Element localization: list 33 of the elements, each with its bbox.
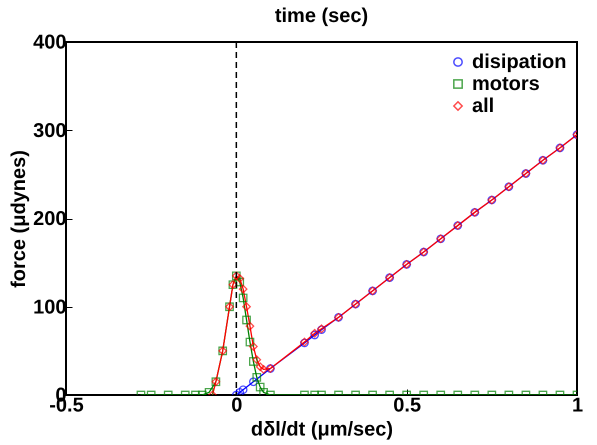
point xyxy=(252,372,262,382)
point xyxy=(238,385,248,394)
point xyxy=(249,342,258,351)
point xyxy=(246,338,254,346)
point xyxy=(256,362,265,372)
legend-label: disipation xyxy=(472,51,566,73)
y-tick-label: 300 xyxy=(33,120,66,142)
y-axis-title: force (μdynes) xyxy=(8,150,30,288)
point xyxy=(249,377,258,386)
point xyxy=(235,388,244,395)
point xyxy=(249,357,258,366)
legend-label: motors xyxy=(472,73,540,95)
y-tick-label: 400 xyxy=(33,32,66,54)
x-axis-title: dδl/dt (μm/sec) xyxy=(250,418,394,440)
x-tick-label: 0 xyxy=(231,394,242,416)
point xyxy=(242,316,251,324)
legend-label: all xyxy=(472,95,494,117)
point xyxy=(235,274,244,283)
point xyxy=(246,322,254,331)
y-tick-label: 200 xyxy=(33,208,66,230)
point xyxy=(204,388,214,395)
point xyxy=(259,388,268,395)
point xyxy=(238,294,248,302)
x-tick-label: 0.5 xyxy=(393,394,422,416)
point xyxy=(235,278,244,286)
point xyxy=(238,284,248,294)
chart-title: time (sec) xyxy=(274,5,368,27)
point xyxy=(256,382,265,392)
point xyxy=(242,302,251,312)
point xyxy=(259,365,268,374)
point xyxy=(252,355,262,364)
y-tick-label: 100 xyxy=(33,296,66,318)
x-tick-label: 1 xyxy=(572,394,584,416)
